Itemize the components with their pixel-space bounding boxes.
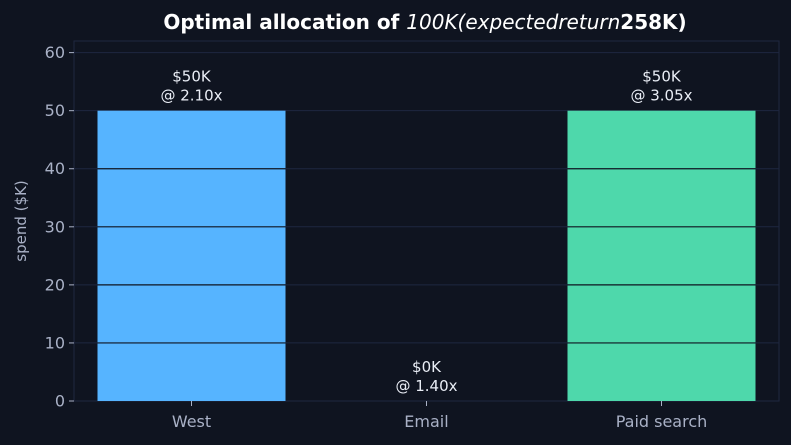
bars-layer <box>97 110 756 401</box>
data-label-paid-search: $50K @ 3.05x <box>630 68 692 105</box>
x-tick-label: Paid search <box>616 412 708 431</box>
chart-title-math: 100K(expectedreturn <box>406 10 620 34</box>
data-label-line: $0K <box>412 358 442 376</box>
labels-layer: $50K @ 2.10x$0K @ 1.40x$50K @ 3.05x <box>160 68 692 395</box>
bar-west <box>97 110 286 401</box>
y-tick-label: 0 <box>55 392 65 411</box>
data-label-line: $50K <box>172 68 212 86</box>
chart-title-prefix: Optimal allocation of <box>163 10 406 34</box>
data-label-line: @ 1.40x <box>395 377 457 395</box>
data-label-line: @ 3.05x <box>630 87 692 105</box>
bar-paid-search <box>567 110 756 401</box>
y-tick-label: 20 <box>45 275 65 294</box>
chart-title-suffix: 258K) <box>620 10 686 34</box>
data-label-line: $50K <box>642 68 682 86</box>
y-tick-label: 50 <box>45 101 65 120</box>
y-tick-label: 60 <box>45 43 65 62</box>
y-tick-label: 30 <box>45 217 65 236</box>
data-label-west: $50K @ 2.10x <box>160 68 222 105</box>
axes-layer: West Email Paid search 0 10 20 30 40 50 60 <box>45 43 708 431</box>
data-label-email: $0K @ 1.40x <box>395 358 457 395</box>
bar-grid-layer <box>97 168 756 344</box>
y-tick-label: 10 <box>45 333 65 352</box>
y-axis-label: spend ($K) <box>12 180 30 261</box>
y-tick-label: 40 <box>45 159 65 178</box>
chart-title: Optimal allocation of 100K(expectedretur… <box>163 10 686 34</box>
x-tick-label: Email <box>404 412 448 431</box>
x-tick-label: West <box>172 412 211 431</box>
data-label-line: @ 2.10x <box>160 87 222 105</box>
